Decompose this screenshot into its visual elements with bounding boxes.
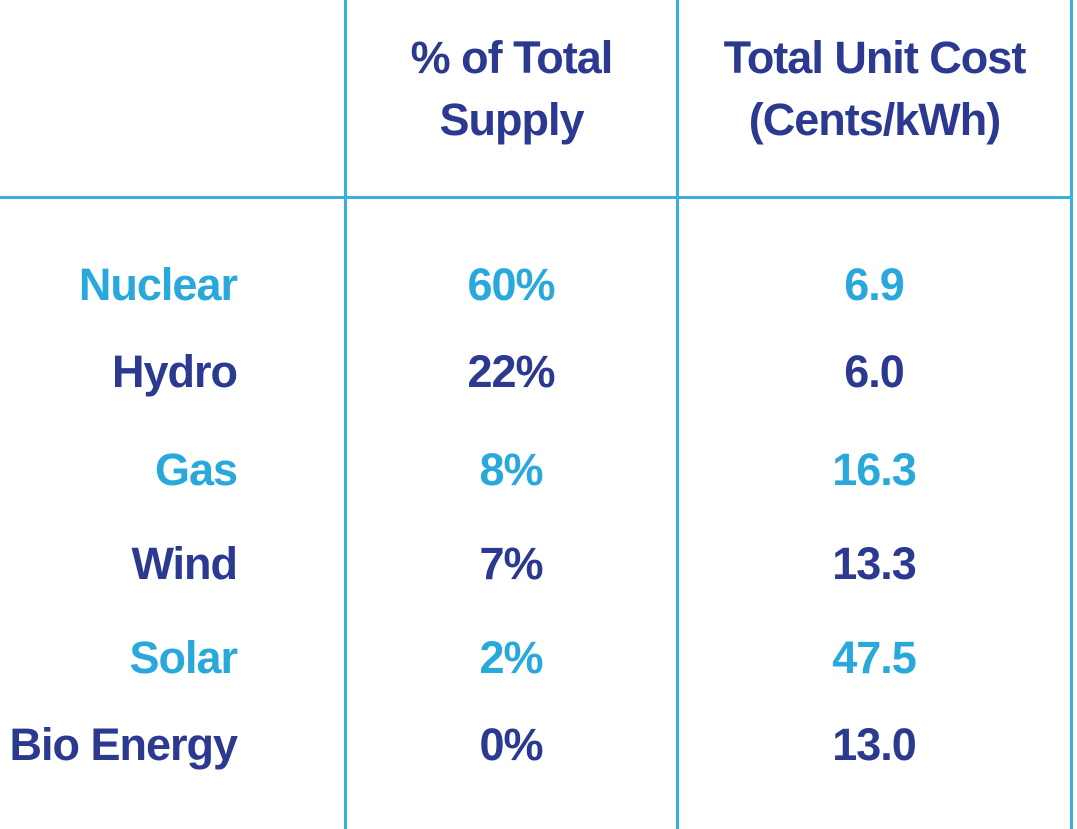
table-row-solar: Solar 2% 47.5 bbox=[0, 630, 1077, 686]
row-unit-cost: 13.0 bbox=[832, 719, 917, 770]
table-row-hydro: Hydro 22% 6.0 bbox=[0, 344, 1077, 400]
row-label: Wind bbox=[131, 538, 238, 589]
row-label: Gas bbox=[154, 444, 238, 495]
row-supply-pct: 2% bbox=[479, 632, 543, 683]
row-label: Hydro bbox=[111, 346, 238, 397]
row-unit-cost: 6.0 bbox=[844, 346, 905, 397]
row-supply-pct: 60% bbox=[467, 259, 555, 310]
row-label: Solar bbox=[129, 632, 238, 683]
row-label: Nuclear bbox=[78, 259, 238, 310]
header-divider-line bbox=[0, 196, 1073, 199]
table-row-bio-energy: Bio Energy 0% 13.0 bbox=[0, 717, 1077, 773]
column-header-cost: Total Unit Cost (Cents/kWh) bbox=[679, 0, 1070, 196]
row-supply-pct: 7% bbox=[479, 538, 543, 589]
column-divider-1 bbox=[344, 0, 347, 829]
column-divider-2 bbox=[676, 0, 679, 829]
row-unit-cost: 47.5 bbox=[832, 632, 917, 683]
row-unit-cost: 16.3 bbox=[832, 444, 917, 495]
column-header-supply-line2: Supply bbox=[439, 94, 584, 145]
table-row-gas: Gas 8% 16.3 bbox=[0, 442, 1077, 498]
column-header-supply: % of Total Supply bbox=[347, 0, 676, 196]
table-row-nuclear: Nuclear 60% 6.9 bbox=[0, 257, 1077, 313]
column-header-cost-line1: Total Unit Cost bbox=[723, 32, 1027, 83]
row-unit-cost: 13.3 bbox=[832, 538, 917, 589]
row-unit-cost: 6.9 bbox=[844, 259, 905, 310]
row-supply-pct: 22% bbox=[467, 346, 555, 397]
column-header-supply-line1: % of Total bbox=[410, 32, 614, 83]
table-row-wind: Wind 7% 13.3 bbox=[0, 536, 1077, 592]
column-header-cost-line2: (Cents/kWh) bbox=[748, 94, 1001, 145]
row-supply-pct: 8% bbox=[479, 444, 543, 495]
row-label: Bio Energy bbox=[9, 719, 238, 770]
row-supply-pct: 0% bbox=[479, 719, 543, 770]
table-right-border bbox=[1070, 0, 1073, 829]
